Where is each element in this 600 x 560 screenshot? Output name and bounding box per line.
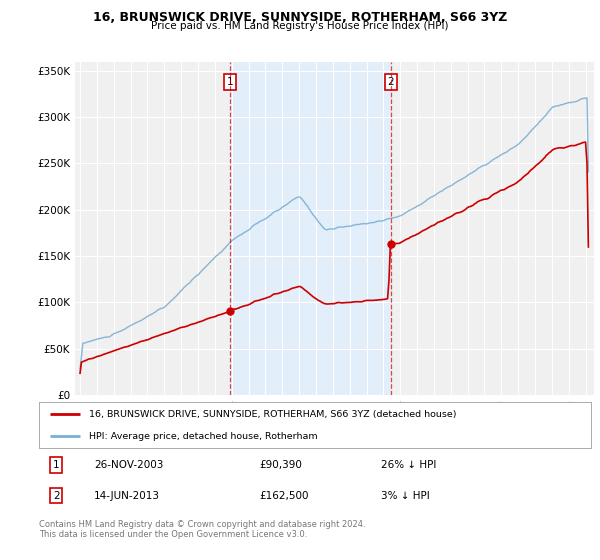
Bar xyxy=(230,62,391,395)
Text: 3% ↓ HPI: 3% ↓ HPI xyxy=(381,491,430,501)
Text: Price paid vs. HM Land Registry's House Price Index (HPI): Price paid vs. HM Land Registry's House … xyxy=(151,21,449,31)
Text: HPI: Average price, detached house, Rotherham: HPI: Average price, detached house, Roth… xyxy=(89,432,317,441)
Text: 16, BRUNSWICK DRIVE, SUNNYSIDE, ROTHERHAM, S66 3YZ: 16, BRUNSWICK DRIVE, SUNNYSIDE, ROTHERHA… xyxy=(93,11,507,24)
Text: 26-NOV-2003: 26-NOV-2003 xyxy=(94,460,164,470)
Text: This data is licensed under the Open Government Licence v3.0.: This data is licensed under the Open Gov… xyxy=(39,530,307,539)
Text: Contains HM Land Registry data © Crown copyright and database right 2024.: Contains HM Land Registry data © Crown c… xyxy=(39,520,365,529)
Text: 16, BRUNSWICK DRIVE, SUNNYSIDE, ROTHERHAM, S66 3YZ (detached house): 16, BRUNSWICK DRIVE, SUNNYSIDE, ROTHERHA… xyxy=(89,409,456,418)
Text: 1: 1 xyxy=(227,77,233,87)
Text: 14-JUN-2013: 14-JUN-2013 xyxy=(94,491,160,501)
Text: 2: 2 xyxy=(53,491,59,501)
Text: 2: 2 xyxy=(388,77,394,87)
Text: 1: 1 xyxy=(53,460,59,470)
Text: £162,500: £162,500 xyxy=(260,491,310,501)
Text: 26% ↓ HPI: 26% ↓ HPI xyxy=(381,460,437,470)
Text: £90,390: £90,390 xyxy=(260,460,302,470)
